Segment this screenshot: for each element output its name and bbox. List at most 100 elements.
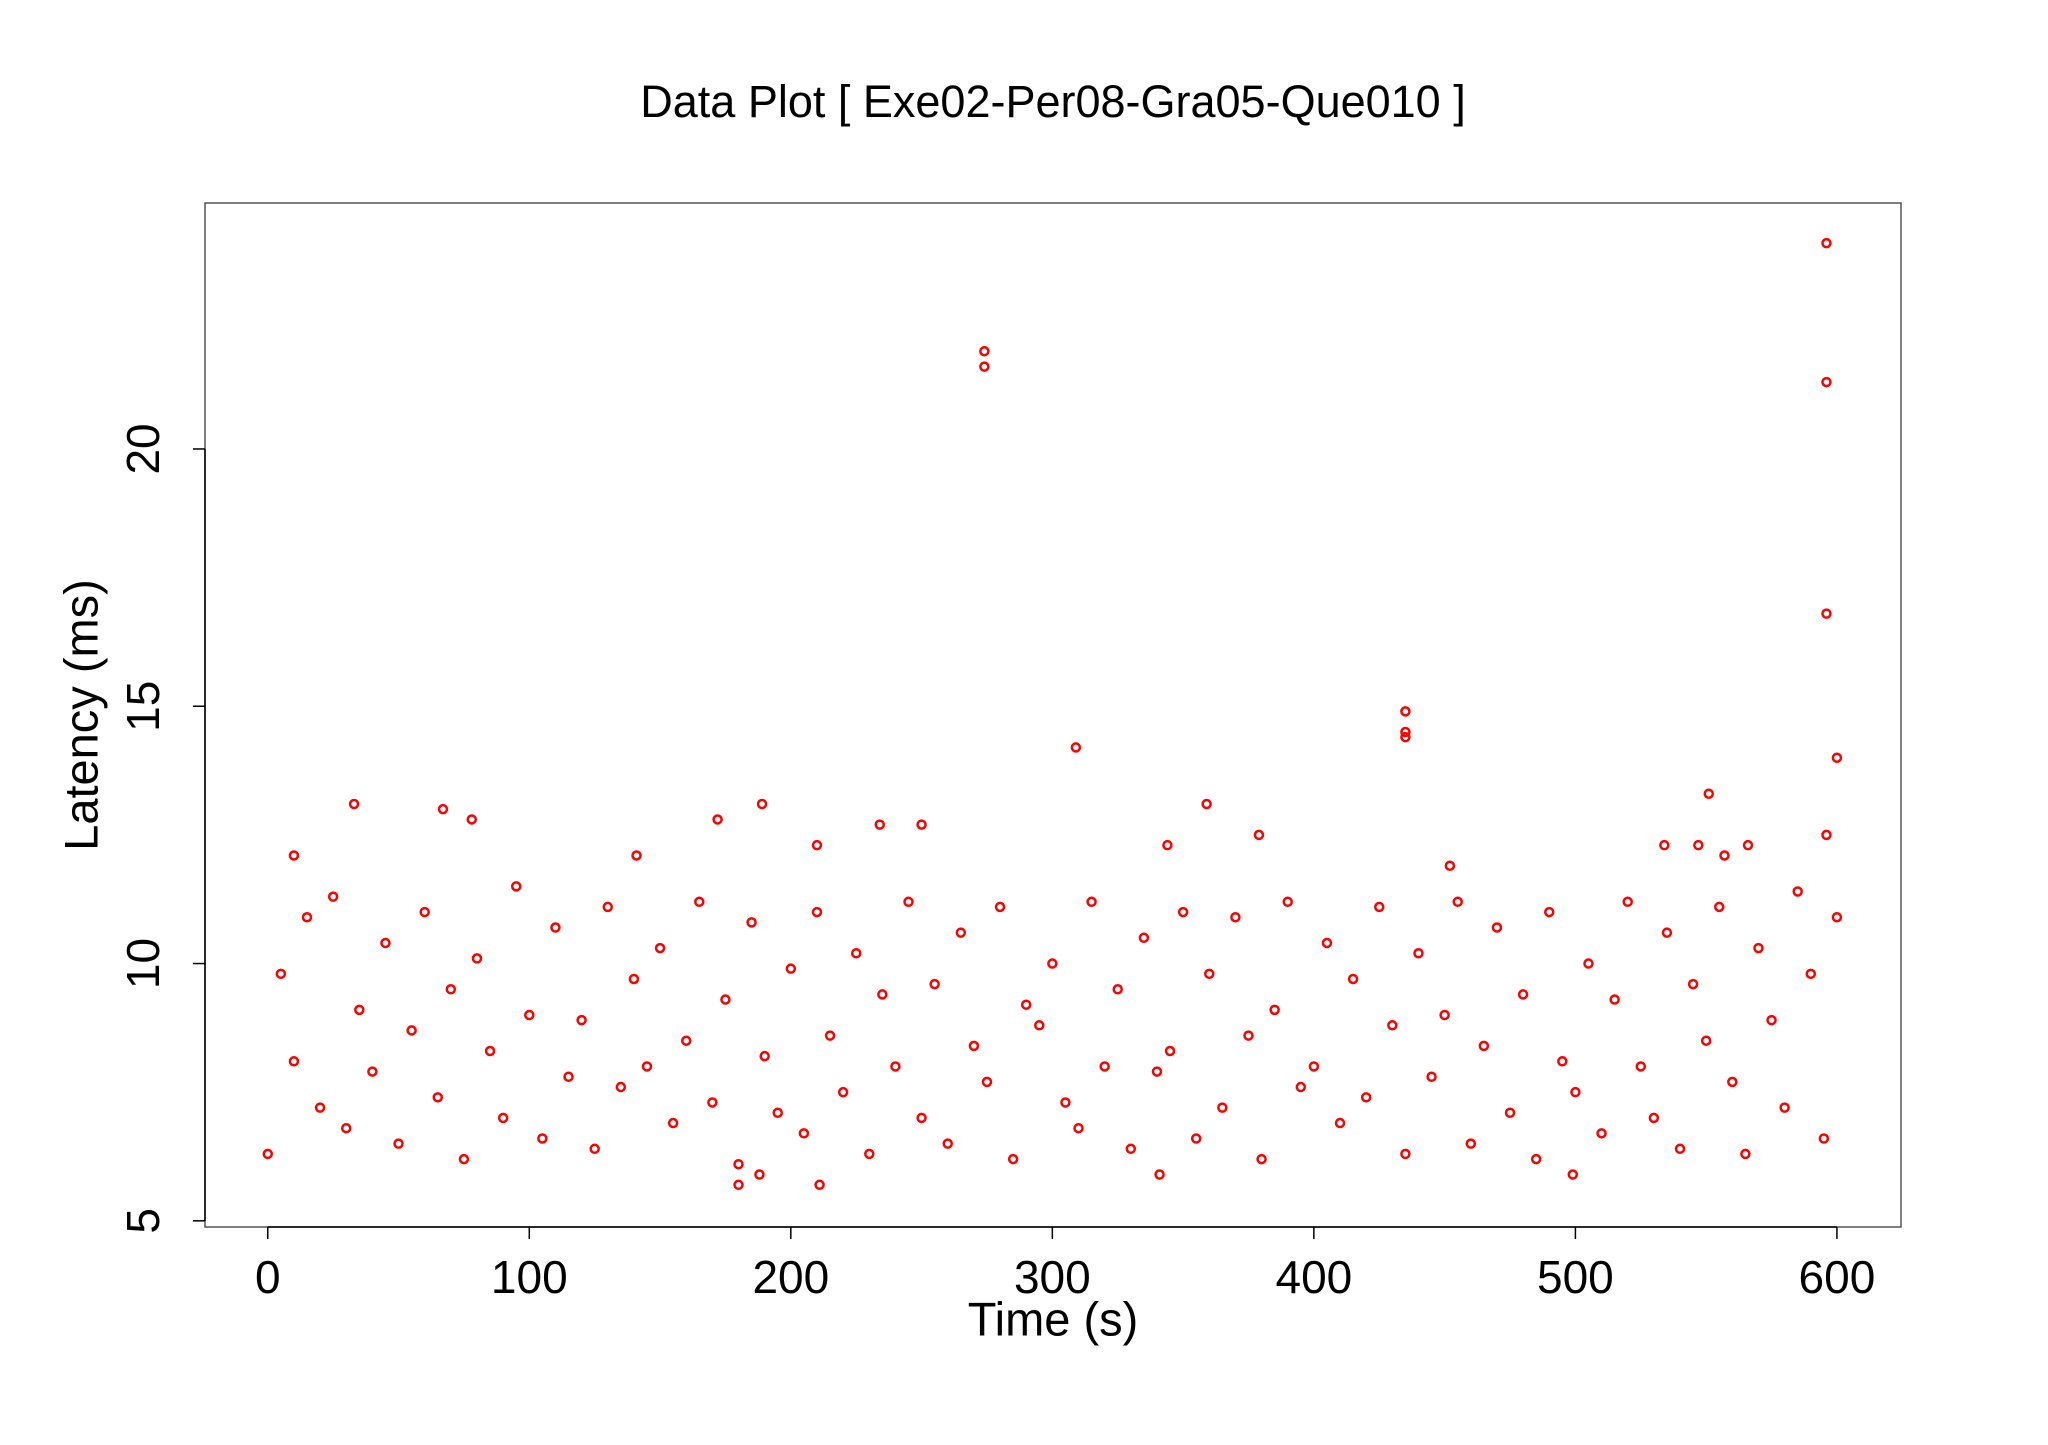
data-point: [707, 1097, 718, 1108]
data-point: [1151, 1066, 1163, 1077]
data-point: [955, 927, 967, 938]
data-point: [968, 1040, 980, 1052]
data-point: [1465, 1138, 1477, 1149]
data-point: [354, 1004, 365, 1016]
data-point: [1400, 726, 1411, 738]
data-point: [1821, 237, 1832, 249]
data-point: [1070, 742, 1082, 753]
data-point: [1020, 999, 1032, 1010]
data-point: [1400, 706, 1411, 717]
data-point: [756, 798, 768, 810]
data-point: [981, 1076, 993, 1088]
data-point: [262, 1148, 274, 1160]
data-point: [1360, 1092, 1372, 1103]
data-point: [814, 1179, 825, 1191]
data-point: [1204, 968, 1215, 980]
data-point: [979, 345, 990, 357]
data-point: [1112, 984, 1123, 995]
data-point: [1138, 932, 1150, 944]
data-point: [754, 1169, 765, 1180]
data-point: [524, 1009, 535, 1021]
data-point: [1792, 886, 1803, 897]
data-point: [1034, 1020, 1045, 1031]
data-point: [1478, 1040, 1490, 1052]
data-point: [1713, 901, 1725, 913]
data-point: [1347, 973, 1359, 985]
data-point: [733, 1158, 744, 1170]
x-tick-label: 100: [491, 1251, 568, 1303]
data-point: [811, 906, 823, 918]
data-point: [1727, 1076, 1738, 1088]
data-point: [1719, 850, 1730, 861]
data-point: [916, 819, 927, 830]
data-point: [1491, 922, 1503, 933]
data-point: [1693, 839, 1704, 851]
data-point: [1596, 1128, 1607, 1139]
data-point: [1452, 896, 1463, 908]
data-point: [759, 1050, 770, 1062]
data-point: [1217, 1102, 1228, 1113]
data-point: [1125, 1143, 1137, 1155]
data-point: [1308, 1061, 1320, 1072]
data-point: [1099, 1061, 1110, 1072]
data-point: [628, 973, 640, 985]
data-point: [798, 1128, 810, 1139]
data-point: [301, 911, 313, 923]
y-tick-label: 10: [117, 938, 169, 989]
data-point: [877, 989, 888, 1000]
data-point: [1831, 752, 1843, 763]
data-point: [1700, 1035, 1712, 1046]
x-tick-label: 200: [752, 1251, 829, 1303]
data-point: [1162, 839, 1173, 851]
data-point: [667, 1117, 679, 1129]
data-point: [602, 901, 614, 913]
data-point: [811, 839, 823, 851]
data-point: [432, 1092, 444, 1103]
data-point: [1047, 958, 1058, 969]
data-point: [1504, 1107, 1516, 1119]
data-point: [1426, 1071, 1437, 1082]
data-point: [484, 1045, 496, 1057]
data-point: [942, 1138, 953, 1149]
data-point: [1821, 608, 1832, 619]
data-point: [1818, 1133, 1830, 1144]
data-point: [1253, 829, 1265, 841]
data-point: [497, 1112, 509, 1124]
data-point: [979, 361, 990, 372]
data-point: [1821, 829, 1832, 841]
data-point: [1687, 978, 1699, 990]
data-point: [733, 1179, 744, 1191]
data-point: [824, 1030, 836, 1041]
data-point: [1177, 906, 1189, 918]
data-point: [1439, 1009, 1450, 1021]
x-tick-label: 500: [1537, 1251, 1614, 1303]
data-point: [694, 896, 705, 908]
x-axis-label: Time (s): [968, 1292, 1139, 1345]
y-tick-label: 20: [117, 423, 169, 474]
data-point: [1321, 937, 1333, 949]
data-point: [1201, 798, 1212, 810]
data-point: [550, 922, 561, 933]
data-point: [367, 1066, 378, 1077]
data-point: [929, 978, 940, 990]
y-axis-label: Latency (ms): [54, 579, 107, 851]
data-point: [1740, 1148, 1751, 1160]
data-point: [1557, 1056, 1568, 1067]
data-point: [1648, 1112, 1660, 1124]
data-point: [654, 942, 666, 954]
data-point: [1073, 1122, 1084, 1134]
data-point: [437, 803, 449, 815]
data-point: [850, 947, 862, 959]
data-point: [327, 891, 339, 902]
data-point: [994, 901, 1006, 913]
data-point: [1779, 1102, 1790, 1113]
data-point: [288, 1056, 300, 1067]
data-point: [1387, 1020, 1398, 1031]
data-point: [1703, 788, 1715, 799]
data-point: [340, 1122, 352, 1134]
data-point: [589, 1143, 600, 1155]
data-point: [393, 1138, 404, 1149]
y-tick-label: 5: [117, 1208, 169, 1234]
data-point: [380, 937, 391, 949]
data-point: [1334, 1117, 1346, 1129]
